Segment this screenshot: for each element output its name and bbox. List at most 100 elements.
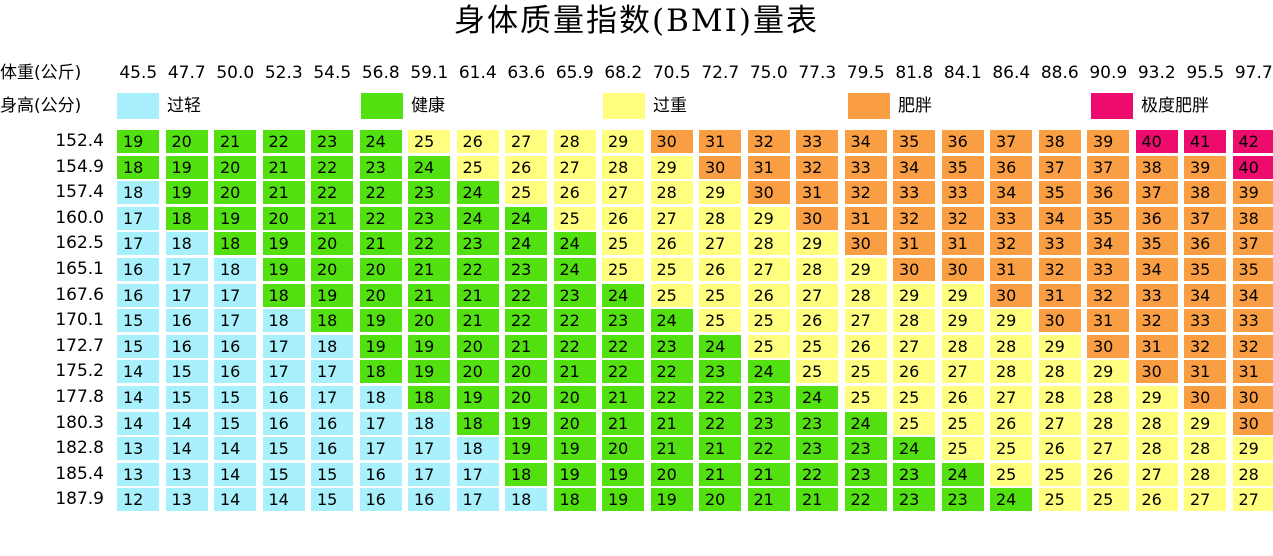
bmi-cell: 29 [1038,334,1081,358]
bmi-cell: 28 [990,334,1032,358]
bmi-cell: 25 [699,309,741,333]
bmi-cell: 28 [1184,462,1226,486]
bmi-cell: 26 [844,334,887,358]
height-tick-label: 157.4 [55,182,104,203]
bmi-cell: 21 [311,206,353,230]
legend-label: 过轻 [167,96,201,116]
bmi-cell: 13 [165,462,208,486]
weight-header-row: 45.5 47.7 50.0 52.3 54.5 56.8 59.1 61.4 63.6 65.9… [0,61,1273,85]
bmi-cell: 13 [165,488,208,512]
bmi-cell: 17 [456,488,499,512]
bmi-cell: 15 [165,386,208,409]
bmi-cell: 16 [117,258,159,281]
bmi-cell: 30 [893,258,935,281]
bmi-cell: 33 [1135,283,1178,307]
bmi-cell: 22 [553,309,596,333]
bmi-cell: 40 [1232,155,1273,179]
bmi-cell: 27 [941,360,984,384]
weight-tick-label: 63.6 [507,63,546,83]
bmi-cell: 22 [844,488,887,512]
bmi-cell: 18 [262,309,305,333]
bmi-cell: 34 [990,181,1032,205]
bmi-cell: 25 [990,462,1032,486]
bmi-cell: 22 [311,155,353,179]
bmi-cell: 16 [214,334,256,358]
bmi-cell: 17 [311,386,353,409]
bmi-cell: 24 [505,206,547,230]
bmi-cell: 33 [1232,309,1273,333]
bmi-cell: 21 [505,334,547,358]
bmi-cell: 28 [1135,411,1178,435]
bmi-cell: 24 [747,360,790,384]
bmi-cell: 19 [165,181,208,205]
bmi-cell: 33 [1087,258,1129,281]
height-tick-label: 187.9 [55,489,104,510]
bmi-cell: 24 [553,258,596,281]
bmi-cell: 25 [1087,488,1129,512]
weight-tick-label: 88.6 [1040,63,1079,83]
bmi-cell: 23 [408,206,450,230]
bmi-cell: 23 [553,283,596,307]
bmi-cell: 24 [796,386,838,409]
bmi-cell: 21 [650,437,693,461]
bmi-cell: 36 [1135,206,1178,230]
bmi-cell: 14 [117,360,159,384]
bmi-cell: 14 [117,386,159,409]
bmi-cell: 34 [1184,283,1226,307]
bmi-cell: 14 [214,488,256,512]
bmi-cell: 23 [893,462,935,486]
bmi-cell: 24 [456,181,499,205]
bmi-cell: 21 [796,488,838,512]
bmi-cell: 30 [699,155,741,179]
bmi-cell: 35 [941,155,984,179]
bmi-cell: 30 [1232,386,1273,409]
bmi-cell: 25 [844,386,887,409]
bmi-cell: 16 [214,360,256,384]
height-tick-label: 185.4 [55,463,104,484]
bmi-cell: 30 [1087,334,1129,358]
legend-item: 极度肥胖 [1091,93,1209,119]
bmi-cell: 16 [262,386,305,409]
bmi-cell: 18 [505,488,547,512]
bmi-cell: 29 [1232,437,1273,461]
bmi-cell: 22 [359,206,402,230]
bmi-cell: 39 [1087,130,1129,153]
bmi-cell: 19 [262,258,305,281]
bmi-cell: 30 [990,283,1032,307]
bmi-cell: 19 [505,411,547,435]
bmi-cell: 14 [165,437,208,461]
bmi-cell: 31 [990,258,1032,281]
bmi-cell: 24 [359,130,402,153]
weight-tick-label: 95.5 [1186,63,1225,83]
bmi-cell: 23 [505,258,547,281]
bmi-cell: 20 [505,360,547,384]
height-tick-label: 182.8 [55,438,104,459]
bmi-cell: 21 [456,283,499,307]
bmi-cell: 32 [893,206,935,230]
bmi-cell: 26 [1038,437,1081,461]
bmi-cell: 18 [165,232,208,256]
bmi-cell: 38 [1232,206,1273,230]
bmi-cell: 23 [747,411,790,435]
legend-swatch [603,93,645,119]
weight-tick-label: 50.0 [216,63,255,83]
bmi-cell: 37 [1184,206,1226,230]
legend-label: 过重 [653,96,687,116]
bmi-cell: 22 [456,258,499,281]
bmi-cell: 19 [262,232,305,256]
bmi-cell: 22 [311,181,353,205]
bmi-cell: 28 [990,360,1032,384]
weight-axis-label: 体重(公斤) [0,63,82,83]
bmi-cell: 37 [1232,232,1273,256]
bmi-cell: 24 [456,206,499,230]
bmi-cell: 22 [602,334,644,358]
bmi-cell: 21 [408,258,450,281]
weight-tick-label: 68.2 [604,63,643,83]
bmi-cell: 29 [650,155,693,179]
bmi-cell: 27 [505,130,547,153]
bmi-cell: 17 [262,360,305,384]
bmi-cell: 35 [1135,232,1178,256]
bmi-cell: 31 [844,206,887,230]
bmi-cell: 25 [747,334,790,358]
